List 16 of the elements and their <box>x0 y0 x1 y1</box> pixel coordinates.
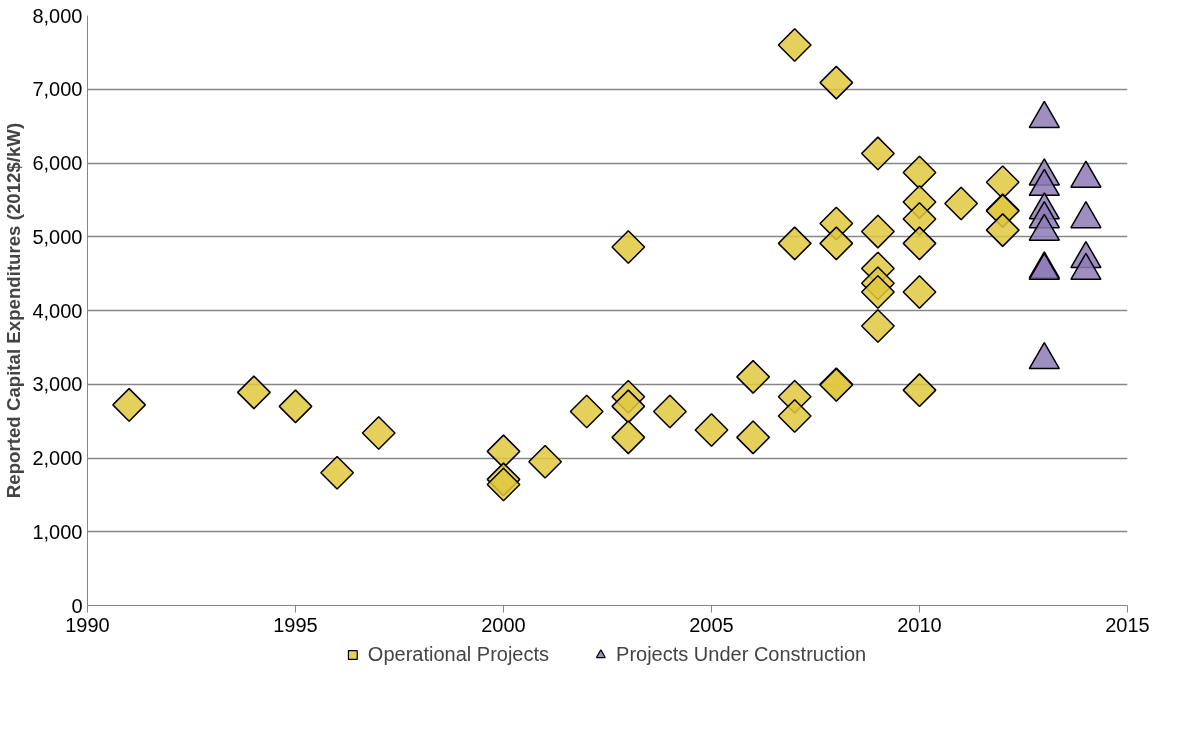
y-tick-label: 5,000 <box>32 225 83 248</box>
y-tick-label: 4,000 <box>32 299 83 322</box>
x-tick-label: 1995 <box>273 613 318 636</box>
x-tick-label: 2000 <box>481 613 526 636</box>
x-tick-label: 2005 <box>689 613 734 636</box>
x-tick-label: 2010 <box>897 613 942 636</box>
y-tick-label: 1,000 <box>32 520 83 543</box>
y-tick-label: 2,000 <box>32 447 83 469</box>
y-axis-title: Reported Capital Expenditures (2012$/kW) <box>3 122 25 499</box>
y-tick-label: 7,000 <box>32 78 83 101</box>
y-tick-label: 8,000 <box>32 4 83 27</box>
y-tick-label: 3,000 <box>32 373 83 396</box>
legend-label: Projects Under Construction <box>616 642 867 666</box>
y-tick-label: 6,000 <box>32 152 83 174</box>
legend-label: Operational Projects <box>367 642 550 666</box>
x-tick-label: 2015 <box>1105 613 1150 636</box>
